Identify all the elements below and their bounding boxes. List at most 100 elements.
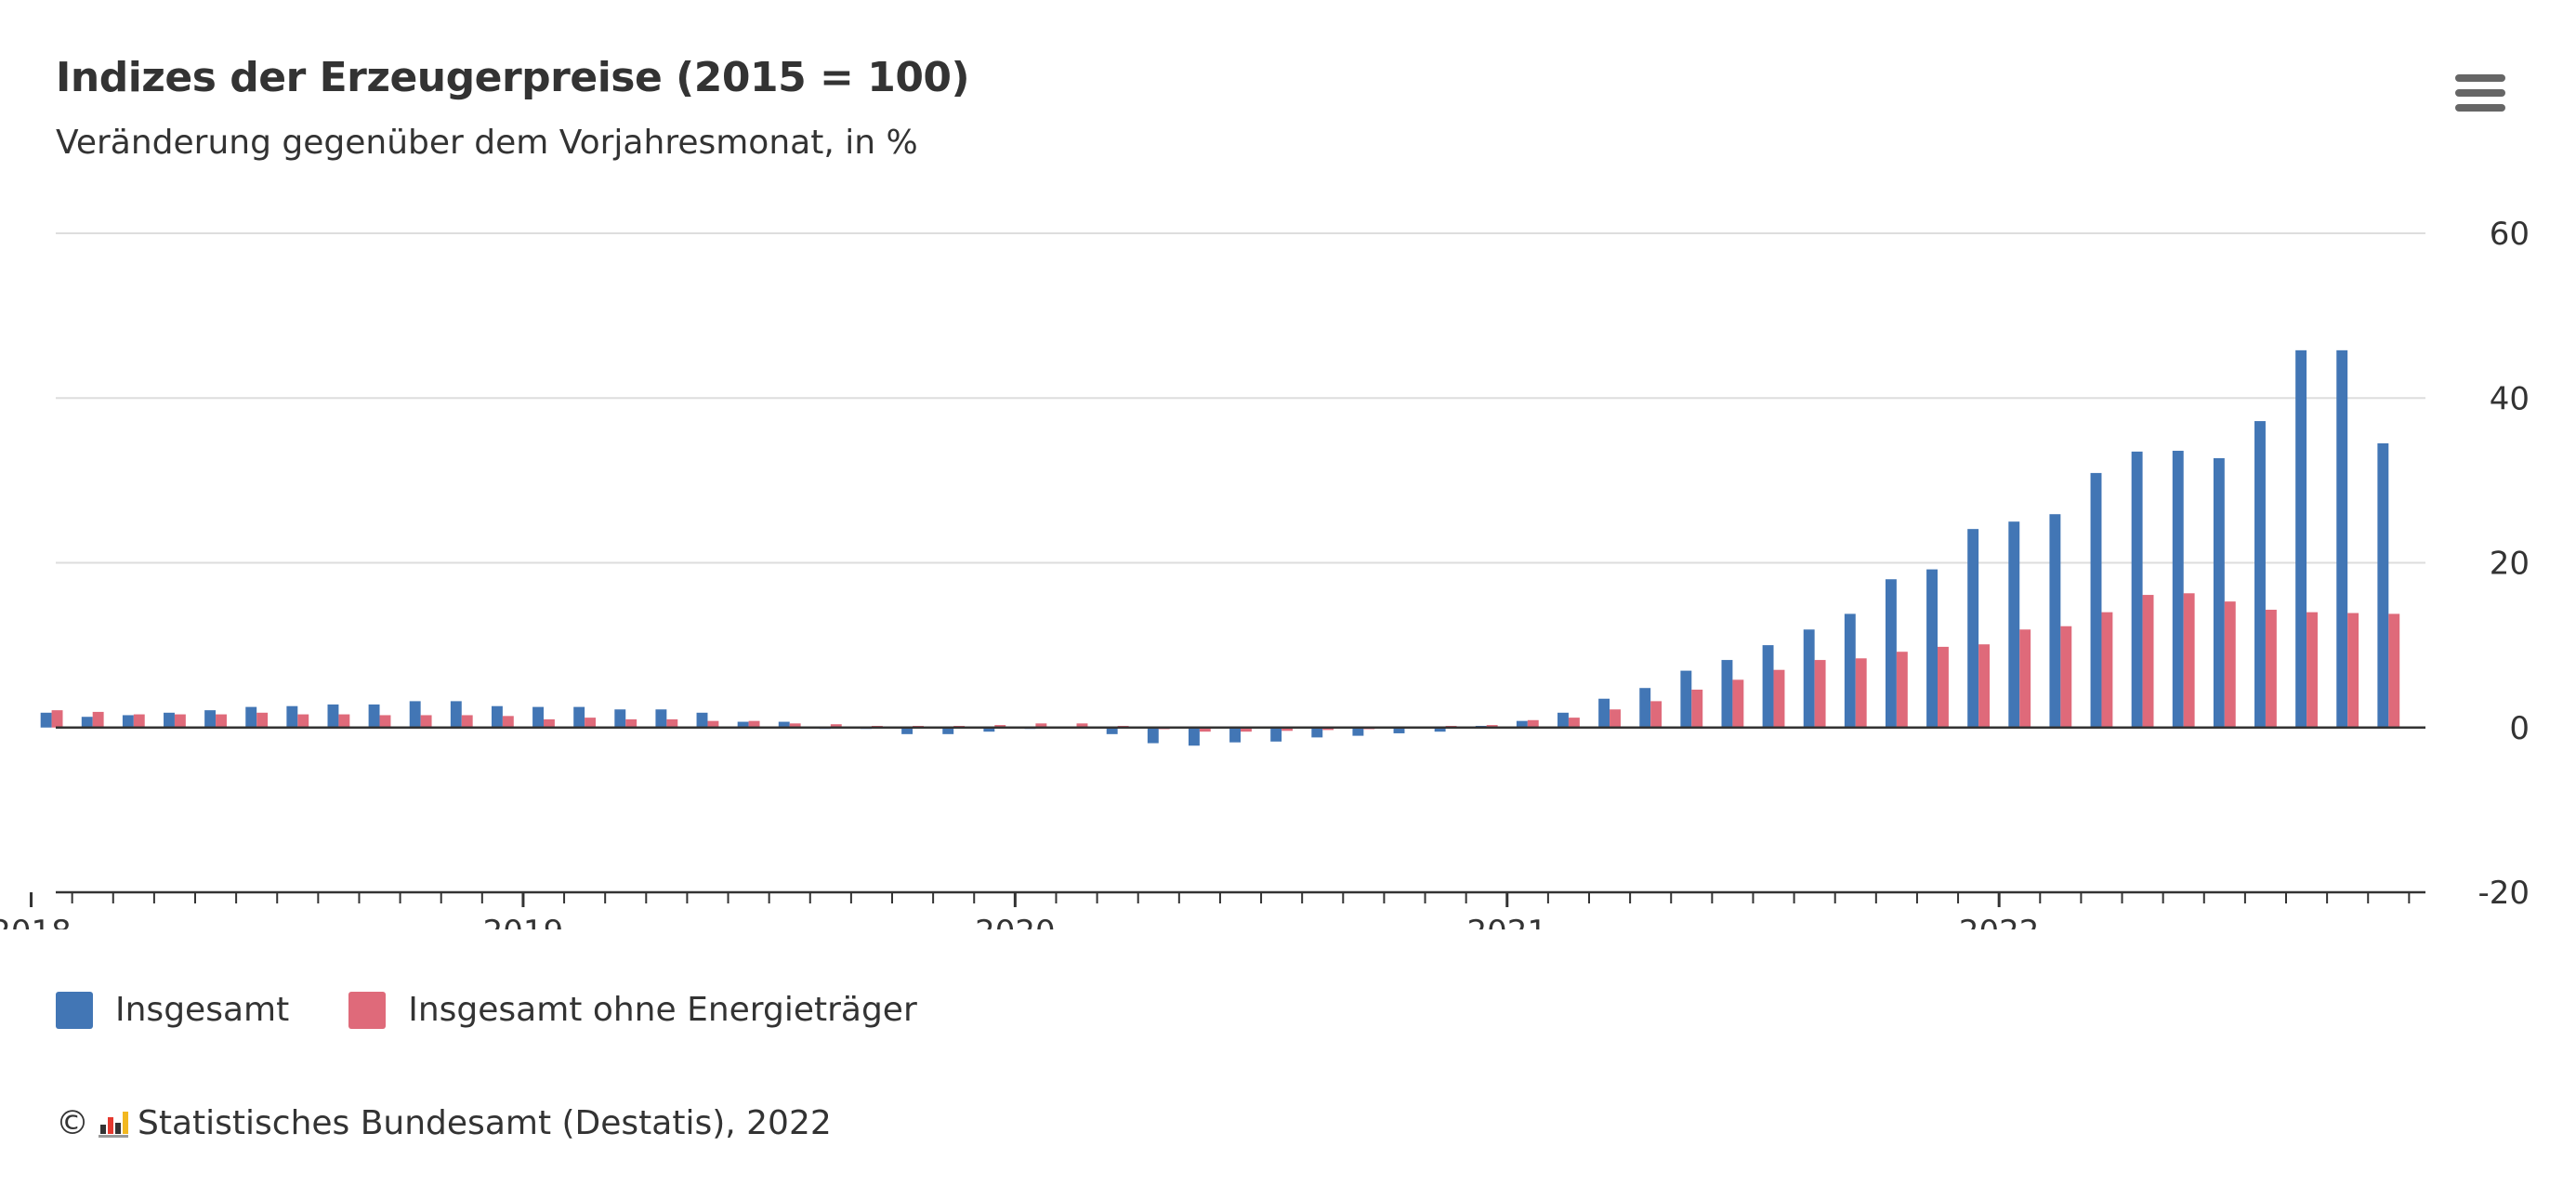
x-axis-labels: 2018 2019 2020 2021 2022 [0, 914, 2039, 929]
bar-ohne-energietraeger [1650, 701, 1663, 728]
bar-insgesamt [614, 709, 626, 728]
bar-ohne-energietraeger [1896, 652, 1908, 728]
bar-ohne-energietraeger [420, 715, 432, 728]
x-tick-label: 2022 [1959, 914, 2040, 929]
bar-insgesamt [696, 712, 708, 728]
bar-ohne-energietraeger [2388, 613, 2400, 728]
bar-ohne-energietraeger [2307, 612, 2318, 728]
bar-insgesamt [2172, 450, 2184, 728]
bar-insgesamt [1311, 727, 1323, 738]
bar-ohne-energietraeger [338, 714, 350, 728]
bar-insgesamt [40, 712, 52, 728]
legend: Insgesamt Insgesamt ohne Energieträger [56, 991, 977, 1029]
legend-swatch-insgesamt [56, 991, 93, 1029]
bar-ohne-energietraeger [2060, 626, 2072, 728]
x-axis [30, 726, 2425, 907]
bar-insgesamt [164, 712, 175, 728]
legend-item-insgesamt[interactable]: Insgesamt [56, 991, 289, 1029]
bar-ohne-energietraeger [2347, 613, 2359, 728]
bar-ohne-energietraeger [1199, 727, 1211, 732]
credit-text: Statistisches Bundesamt (Destatis), 2022 [138, 1104, 832, 1142]
y-tick-label: 0 [2509, 710, 2530, 747]
bar-insgesamt [286, 705, 298, 728]
bar-insgesamt [1639, 688, 1651, 728]
bar-insgesamt [1229, 727, 1241, 743]
hamburger-menu-icon[interactable] [2453, 72, 2507, 121]
bar-insgesamt [532, 706, 544, 728]
bar-ohne-energietraeger [297, 714, 309, 728]
bar-insgesamt [737, 721, 749, 728]
bar-ohne-energietraeger [133, 714, 145, 728]
bar-ohne-energietraeger [1076, 723, 1088, 728]
bars [40, 349, 2400, 746]
bar-insgesamt [81, 717, 93, 728]
bar-ohne-energietraeger [461, 715, 473, 728]
bar-insgesamt [2254, 421, 2266, 728]
bar-ohne-energietraeger [1322, 727, 1334, 731]
destatis-logo-icon [99, 1110, 128, 1138]
bar-insgesamt [1270, 727, 1282, 742]
y-tick-label: 40 [2490, 380, 2530, 417]
bar-insgesamt [1516, 720, 1528, 728]
bar-insgesamt [2131, 451, 2143, 728]
bar-ohne-energietraeger [2142, 595, 2154, 728]
bar-ohne-energietraeger [2183, 593, 2195, 728]
bar-insgesamt [655, 709, 667, 728]
chart-title: Indizes der Erzeugerpreise (2015 = 100) [56, 54, 970, 101]
bar-ohne-energietraeger [1938, 646, 1949, 728]
bar-insgesamt [778, 721, 790, 728]
y-tick-label: 20 [2490, 546, 2530, 583]
x-tick-label: 2019 [483, 914, 564, 929]
y-axis-labels: 60 40 20 0 -20 [2477, 216, 2530, 912]
bar-insgesamt [1352, 727, 1364, 736]
bar-ohne-energietraeger [1568, 718, 1580, 728]
bar-insgesamt [901, 727, 913, 734]
y-tick-label: -20 [2477, 875, 2530, 912]
bar-ohne-energietraeger [830, 724, 842, 728]
bar-ohne-energietraeger [585, 718, 597, 728]
bar-insgesamt [2090, 472, 2102, 728]
bar-insgesamt [491, 705, 503, 728]
bar-ohne-energietraeger [1773, 669, 1785, 728]
bar-insgesamt [368, 704, 380, 728]
bar-ohne-energietraeger [1814, 660, 1826, 728]
bar-insgesamt [1188, 727, 1200, 746]
legend-item-ohne-energietraeger[interactable]: Insgesamt ohne Energieträger [348, 991, 917, 1029]
bar-insgesamt [1721, 660, 1733, 728]
bar-insgesamt [409, 701, 421, 728]
bar-ohne-energietraeger [789, 723, 801, 728]
bar-insgesamt [1885, 579, 1897, 728]
x-tick-label: 2018 [0, 914, 72, 929]
bar-insgesamt [2049, 514, 2061, 728]
bar-insgesamt [450, 701, 462, 728]
x-tick-label: 2021 [1466, 914, 1547, 929]
chart-subtitle: Veränderung gegenüber dem Vorjahresmonat… [56, 124, 918, 162]
bar-ohne-energietraeger [502, 716, 514, 728]
bar-insgesamt [1106, 727, 1118, 734]
x-tick-label: 2020 [975, 914, 1056, 929]
bar-ohne-energietraeger [1486, 725, 1498, 728]
gridlines [56, 232, 2425, 564]
bar-ohne-energietraeger [666, 718, 678, 728]
bar-ohne-energietraeger [1527, 719, 1539, 728]
bar-insgesamt [1680, 670, 1692, 728]
credit-line: © Statistisches Bundesamt (Destatis), 20… [56, 1104, 832, 1142]
bar-insgesamt [1803, 629, 1815, 728]
copyright-symbol: © [56, 1104, 89, 1142]
legend-swatch-ohne-energietraeger [348, 991, 387, 1029]
bar-chart: 60 40 20 0 -20 2018 2019 2020 2021 2022 [0, 216, 2530, 929]
bar-insgesamt [573, 706, 585, 728]
bar-insgesamt [1393, 727, 1405, 733]
bar-ohne-energietraeger [1281, 727, 1294, 731]
bar-insgesamt [327, 704, 339, 728]
bar-insgesamt [2336, 349, 2348, 728]
bar-ohne-energietraeger [379, 715, 391, 728]
bar-insgesamt [983, 727, 995, 732]
bar-ohne-energietraeger [51, 710, 63, 728]
bar-ohne-energietraeger [2019, 629, 2031, 728]
bar-insgesamt [942, 727, 954, 734]
bar-insgesamt [2213, 457, 2225, 728]
bar-insgesamt [1844, 613, 1856, 728]
bar-ohne-energietraeger [174, 714, 186, 728]
bar-ohne-energietraeger [1691, 689, 1703, 728]
